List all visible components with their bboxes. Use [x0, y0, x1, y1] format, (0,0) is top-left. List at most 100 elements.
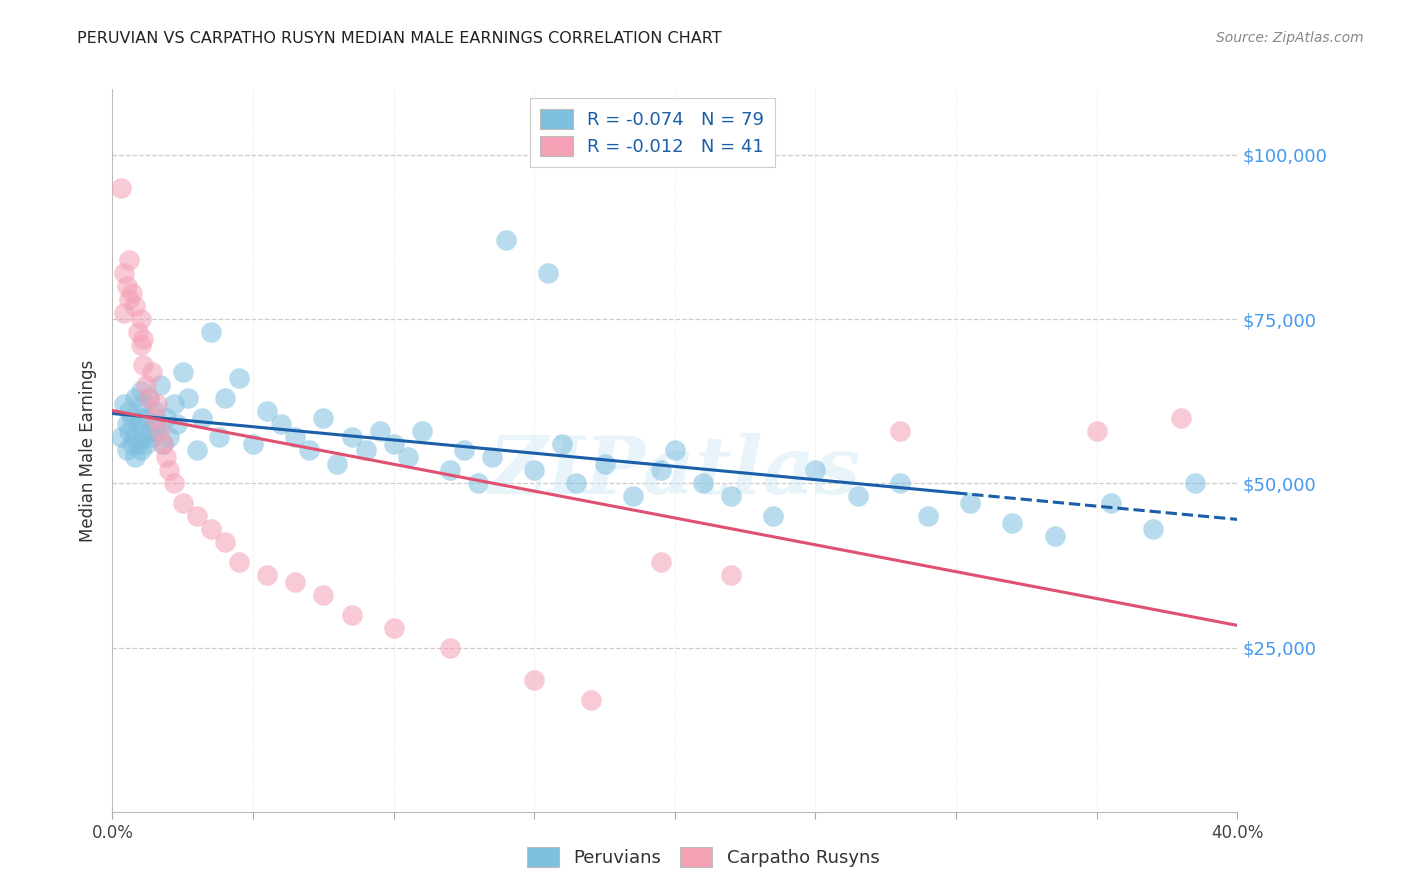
Point [1170, 410, 1192, 425]
Point [411, 424, 433, 438]
Point [214, 391, 236, 405]
Point [132, 332, 155, 346]
Point [112, 305, 135, 319]
Point [1043, 529, 1066, 543]
Point [242, 437, 264, 451]
Point [138, 391, 160, 405]
Point [163, 476, 186, 491]
Point [186, 443, 208, 458]
Point [256, 568, 278, 582]
Text: PERUVIAN VS CARPATHO RUSYN MEDIAN MALE EARNINGS CORRELATION CHART: PERUVIAN VS CARPATHO RUSYN MEDIAN MALE E… [77, 31, 721, 46]
Point [118, 404, 141, 418]
Point [132, 397, 155, 411]
Point [118, 252, 141, 267]
Point [650, 555, 672, 569]
Point [762, 509, 785, 524]
Point [129, 384, 152, 399]
Point [121, 410, 143, 425]
Point [551, 437, 574, 451]
Point [889, 424, 911, 438]
Legend: R = -0.074   N = 79, R = -0.012   N = 41: R = -0.074 N = 79, R = -0.012 N = 41 [530, 98, 775, 167]
Point [270, 417, 292, 432]
Point [127, 325, 149, 339]
Point [804, 463, 827, 477]
Point [1142, 522, 1164, 536]
Point [115, 417, 138, 432]
Point [354, 443, 377, 458]
Point [112, 397, 135, 411]
Point [132, 430, 155, 444]
Point [284, 574, 307, 589]
Point [1001, 516, 1024, 530]
Point [382, 437, 405, 451]
Point [467, 476, 489, 491]
Point [155, 450, 177, 464]
Point [186, 509, 208, 524]
Text: Source: ZipAtlas.com: Source: ZipAtlas.com [1216, 31, 1364, 45]
Point [172, 365, 194, 379]
Point [124, 430, 146, 444]
Point [157, 463, 180, 477]
Point [172, 496, 194, 510]
Point [439, 640, 461, 655]
Point [228, 371, 250, 385]
Point [141, 365, 163, 379]
Point [523, 463, 546, 477]
Point [593, 457, 616, 471]
Point [312, 410, 335, 425]
Point [228, 555, 250, 569]
Point [143, 417, 166, 432]
Point [481, 450, 503, 464]
Point [157, 430, 180, 444]
Text: ZIPatlas: ZIPatlas [489, 434, 860, 511]
Point [118, 424, 141, 438]
Point [537, 266, 560, 280]
Point [1099, 496, 1122, 510]
Point [191, 410, 214, 425]
Point [124, 299, 146, 313]
Point [112, 266, 135, 280]
Point [720, 490, 742, 504]
Point [453, 443, 475, 458]
Point [177, 391, 200, 405]
Point [846, 490, 869, 504]
Point [312, 588, 335, 602]
Point [621, 490, 644, 504]
Point [917, 509, 939, 524]
Point [340, 430, 363, 444]
Point [495, 233, 517, 247]
Point [127, 417, 149, 432]
Point [396, 450, 419, 464]
Point [368, 424, 391, 438]
Point [129, 443, 152, 458]
Point [208, 430, 231, 444]
Point [650, 463, 672, 477]
Point [1184, 476, 1206, 491]
Point [118, 293, 141, 307]
Point [124, 391, 146, 405]
Point [138, 391, 160, 405]
Point [163, 397, 186, 411]
Point [155, 410, 177, 425]
Point [127, 437, 149, 451]
Point [889, 476, 911, 491]
Point [146, 397, 169, 411]
Point [256, 404, 278, 418]
Point [152, 437, 174, 451]
Point [138, 424, 160, 438]
Point [135, 437, 157, 451]
Point [326, 457, 349, 471]
Point [579, 693, 602, 707]
Point [382, 621, 405, 635]
Point [214, 535, 236, 549]
Point [110, 180, 132, 194]
Point [439, 463, 461, 477]
Point [115, 279, 138, 293]
Point [110, 430, 132, 444]
Point [692, 476, 714, 491]
Point [143, 404, 166, 418]
Point [132, 358, 155, 372]
Point [720, 568, 742, 582]
Legend: Peruvians, Carpatho Rusyns: Peruvians, Carpatho Rusyns [519, 839, 887, 874]
Point [565, 476, 588, 491]
